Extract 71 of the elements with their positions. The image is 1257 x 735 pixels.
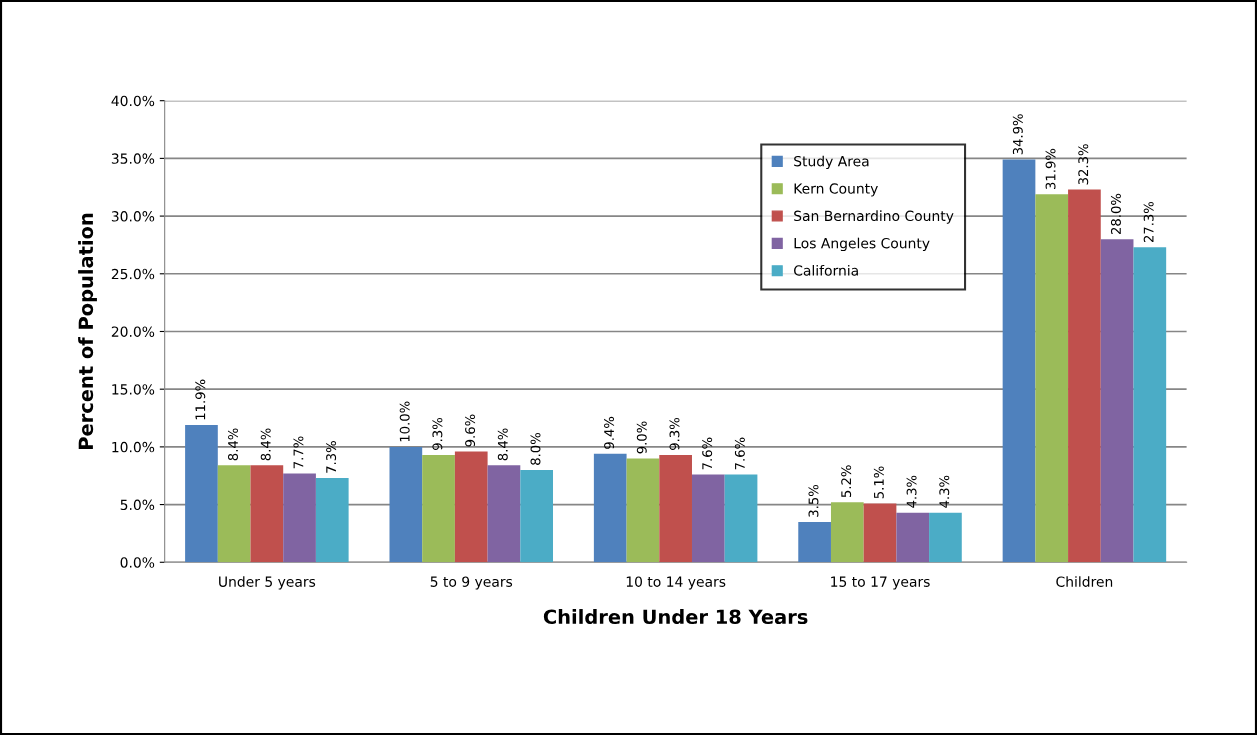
x-tick-label: 15 to 17 years [831, 576, 930, 590]
legend-label: Study Area [794, 155, 869, 170]
y-axis-title: Percent of Population [78, 213, 97, 449]
x-axis-title: Children Under 18 Years [543, 609, 808, 625]
bar [830, 502, 864, 563]
data-label: 7.7% [293, 436, 304, 469]
y-tick-label: 35.0% [111, 153, 155, 164]
data-label: 5.2% [841, 465, 852, 498]
data-label: 5.1% [873, 466, 884, 499]
bar [863, 503, 897, 563]
bar [1068, 189, 1101, 563]
data-label: 9.6% [465, 414, 476, 447]
data-label: 7.6% [702, 437, 713, 470]
data-label: 31.9% [1045, 148, 1056, 189]
legend-label: San Bernardino County [794, 210, 954, 224]
data-label: 9.4% [604, 416, 615, 449]
bar [217, 465, 251, 563]
bar [626, 458, 660, 563]
bar [659, 454, 692, 563]
data-label: 11.9% [195, 379, 206, 420]
x-tick-label: Children [1056, 576, 1113, 587]
data-label: 9.3% [669, 418, 680, 450]
bar [798, 521, 831, 563]
x-tick-label: 10 to 14 years [626, 576, 726, 590]
bar [593, 453, 627, 563]
bar [520, 469, 553, 563]
bar [487, 465, 521, 563]
bar [1002, 159, 1036, 563]
bar [454, 451, 488, 563]
y-tick-label: 10.0% [112, 441, 155, 453]
data-label: 32.3% [1078, 144, 1089, 185]
x-tick-label: Under 5 years [219, 576, 316, 590]
y-tick-label: 15.0% [112, 384, 155, 395]
data-label: 9.3% [432, 418, 443, 450]
data-label: 8.4% [260, 428, 271, 461]
data-label: 7.6% [734, 437, 745, 470]
data-label: 4.3% [906, 475, 917, 508]
bar [283, 473, 316, 563]
data-label: 8.4% [497, 428, 508, 461]
legend-label: Kern County [794, 183, 878, 197]
bar [315, 478, 349, 563]
data-label: 28.0% [1110, 193, 1121, 235]
data-label: 10.0% [399, 401, 410, 442]
bar [185, 424, 218, 563]
y-tick-label: 25.0% [111, 268, 155, 280]
x-tick-label: 5 to 9 years [430, 576, 513, 590]
y-tick-label: 40.0% [111, 95, 155, 107]
y-tick-label: 5.0% [120, 499, 155, 511]
bar [724, 474, 758, 563]
data-label: 27.3% [1143, 201, 1154, 243]
bar [250, 465, 284, 563]
bar [389, 446, 423, 563]
data-label: 8.4% [228, 428, 238, 461]
data-label: 4.3% [939, 475, 950, 508]
legend-label: California [794, 265, 858, 276]
y-tick-label: 30.0% [111, 211, 155, 222]
data-label: 9.0% [636, 421, 647, 454]
bar [896, 512, 930, 563]
bar [1133, 247, 1167, 563]
bar [1035, 194, 1069, 563]
bar [422, 454, 455, 563]
bar [1100, 239, 1134, 563]
y-tick-label: 0.0% [120, 557, 155, 568]
bar [929, 512, 962, 563]
data-label: 3.5% [808, 484, 819, 517]
data-label: 7.3% [326, 441, 337, 473]
legend-label: Los Angeles County [794, 237, 930, 252]
y-tick-label: 20.0% [111, 326, 155, 337]
data-label: 8.0% [530, 433, 541, 465]
bar [691, 474, 725, 563]
data-label: 34.9% [1012, 114, 1023, 155]
